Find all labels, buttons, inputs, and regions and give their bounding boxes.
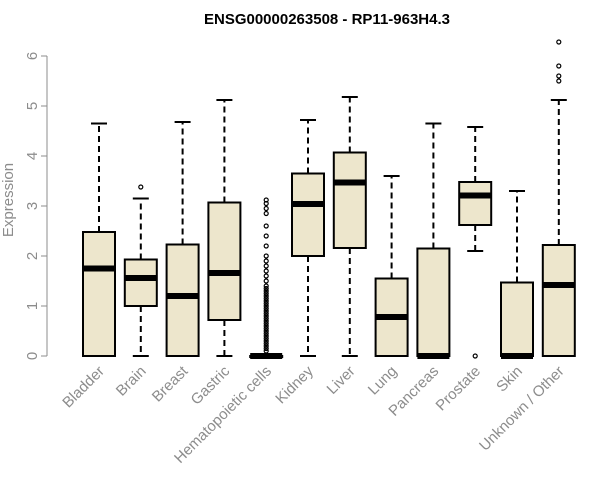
outlier-point xyxy=(263,330,269,337)
outlier-point xyxy=(263,233,269,239)
outlier-point xyxy=(263,223,269,229)
outlier-point xyxy=(263,300,269,307)
outlier-point xyxy=(263,253,269,259)
outlier-point xyxy=(263,268,269,274)
outlier-point xyxy=(138,184,144,190)
x-tick-label: Lung xyxy=(365,363,401,399)
outlier-point xyxy=(263,210,269,217)
outlier-point xyxy=(263,303,269,309)
box-liver xyxy=(332,96,367,357)
outlier-point xyxy=(263,305,269,312)
x-tick-label: Prostate xyxy=(432,363,484,415)
y-tick-label: 2 xyxy=(24,252,41,260)
y-tick-label: 3 xyxy=(24,202,41,210)
outlier-point xyxy=(263,318,269,324)
outlier-point xyxy=(263,333,269,339)
box-prostate xyxy=(458,126,493,359)
outlier-point xyxy=(263,348,269,354)
outlier-point xyxy=(263,293,269,299)
y-tick-label: 1 xyxy=(24,302,41,310)
y-axis: 0 1 2 3 4 5 6 xyxy=(24,52,48,360)
outlier-point xyxy=(263,328,269,334)
box-breast xyxy=(165,121,200,357)
outlier-point xyxy=(263,345,269,352)
box-bladder xyxy=(82,122,116,357)
outlier-point xyxy=(263,243,269,249)
outlier-point xyxy=(263,315,269,322)
outlier-point xyxy=(263,278,269,284)
y-tick-label: 4 xyxy=(24,152,41,160)
outlier-point xyxy=(263,288,269,294)
outlier-point xyxy=(472,353,478,359)
outlier-point xyxy=(263,290,269,297)
y-axis-label: Expression xyxy=(0,163,17,237)
box-iqr xyxy=(165,243,200,357)
outlier-point xyxy=(263,283,269,289)
outlier-point xyxy=(263,320,269,327)
x-tick-label: Breast xyxy=(149,362,192,405)
y-tick-label: 5 xyxy=(24,102,41,110)
outlier-point xyxy=(263,258,269,264)
box-iqr xyxy=(123,258,158,307)
box-hematopoietic-cells xyxy=(249,197,284,359)
chart-title: ENSG00000263508 - RP11-963H4.3 xyxy=(204,11,450,28)
x-tick-label: Skin xyxy=(493,363,526,396)
y-tick-label: 6 xyxy=(24,52,41,60)
outlier-point xyxy=(263,308,269,314)
outlier-point xyxy=(263,323,269,329)
outlier-point xyxy=(556,63,562,69)
box-iqr xyxy=(207,201,242,321)
box-kidney xyxy=(291,119,325,357)
x-tick-label: Liver xyxy=(324,363,359,398)
outlier-point xyxy=(263,340,269,347)
box-lung xyxy=(374,175,409,357)
outlier-point xyxy=(263,298,269,304)
box-iqr xyxy=(291,172,325,257)
outlier-point xyxy=(263,338,269,344)
outlier-point xyxy=(263,335,269,342)
box-iqr xyxy=(416,247,451,357)
x-tick-label: Kidney xyxy=(272,362,317,407)
outlier-point xyxy=(556,39,562,45)
box-gastric xyxy=(207,99,242,357)
outlier-point xyxy=(263,197,269,203)
box-unknown-other xyxy=(541,39,576,357)
x-tick-label: Bladder xyxy=(59,363,108,412)
outlier-point xyxy=(263,285,269,292)
y-tick-label: 0 xyxy=(24,352,41,360)
outlier-point xyxy=(263,325,269,332)
outlier-point xyxy=(263,295,269,302)
box-iqr xyxy=(332,151,367,249)
x-tick-label: Brain xyxy=(113,363,150,400)
box-iqr xyxy=(458,181,493,226)
box-skin xyxy=(500,190,534,359)
box-iqr xyxy=(541,244,576,357)
outlier-point xyxy=(556,78,562,84)
outlier-point xyxy=(263,310,269,317)
outlier-point xyxy=(556,73,562,79)
outlier-point xyxy=(263,273,269,279)
box-brain xyxy=(123,184,158,357)
outlier-point xyxy=(263,343,269,349)
box-iqr xyxy=(82,231,116,357)
outlier-point xyxy=(263,263,269,269)
boxes-layer xyxy=(82,39,576,359)
box-iqr xyxy=(500,281,534,357)
box-pancreas xyxy=(416,122,451,359)
outlier-point xyxy=(263,205,269,212)
outlier-point xyxy=(263,313,269,319)
